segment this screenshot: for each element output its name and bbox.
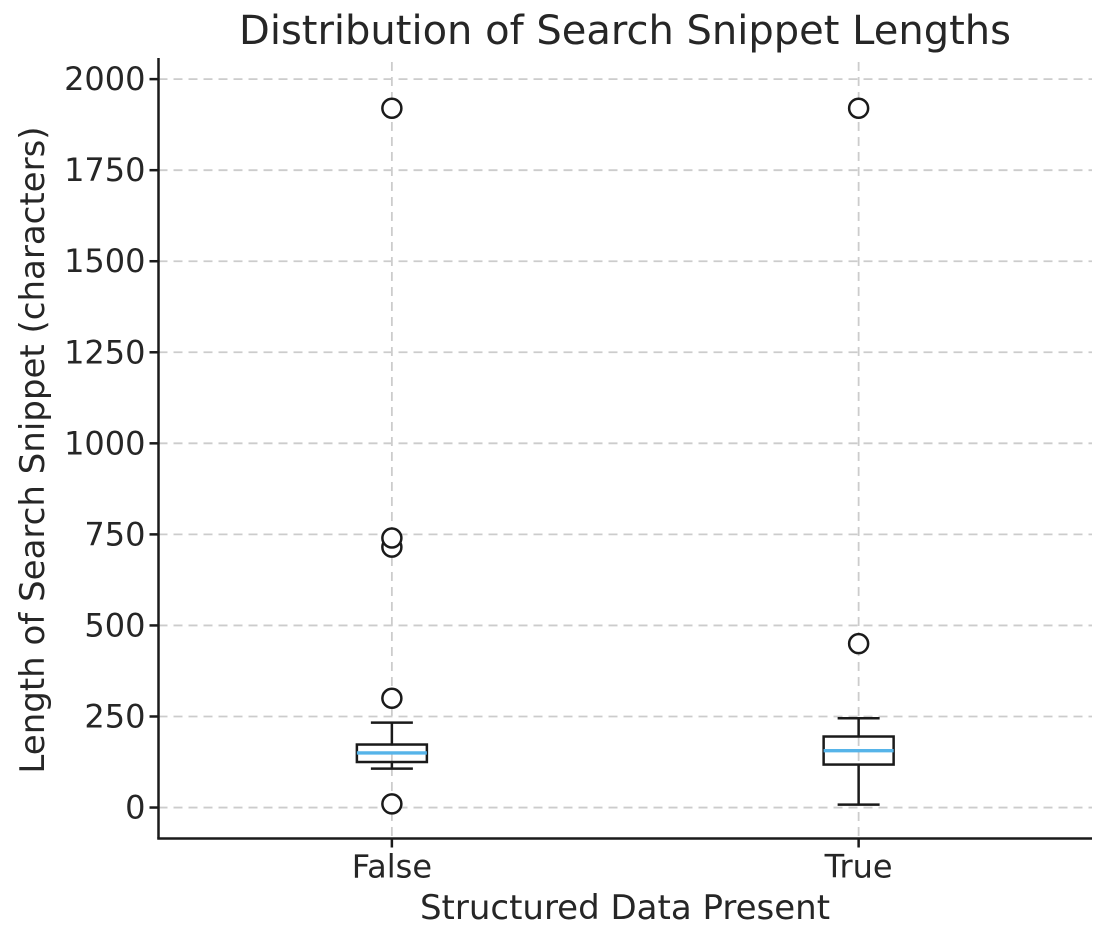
outlier-False-10 (381, 793, 403, 815)
y-tick-label-0: 0 (125, 789, 145, 827)
x-axis-label: Structured Data Present (419, 888, 831, 928)
y-tick-label-1000: 1000 (64, 424, 145, 462)
y-tick-label-750: 750 (84, 515, 145, 553)
y-tick-label-1750: 1750 (64, 151, 145, 189)
x-tick-label-False: False (352, 848, 432, 886)
y-axis-label: Length of Search Snippet (characters) (13, 126, 53, 774)
y-tick-label-1250: 1250 (64, 333, 145, 371)
y-tick-label-1500: 1500 (64, 242, 145, 280)
y-tick-label-500: 500 (84, 606, 145, 644)
outlier-False-300 (381, 687, 403, 710)
outlier-False-740 (381, 527, 403, 549)
outlier-False-1920 (381, 97, 403, 120)
outlier-True-450 (847, 632, 870, 655)
outlier-True-1920 (847, 97, 870, 120)
y-tick-label-250: 250 (84, 697, 145, 735)
y-tick-label-2000: 2000 (64, 60, 145, 98)
x-tick-label-True: True (824, 848, 893, 886)
chart-title: Distribution of Search Snippet Lengths (239, 8, 1011, 54)
